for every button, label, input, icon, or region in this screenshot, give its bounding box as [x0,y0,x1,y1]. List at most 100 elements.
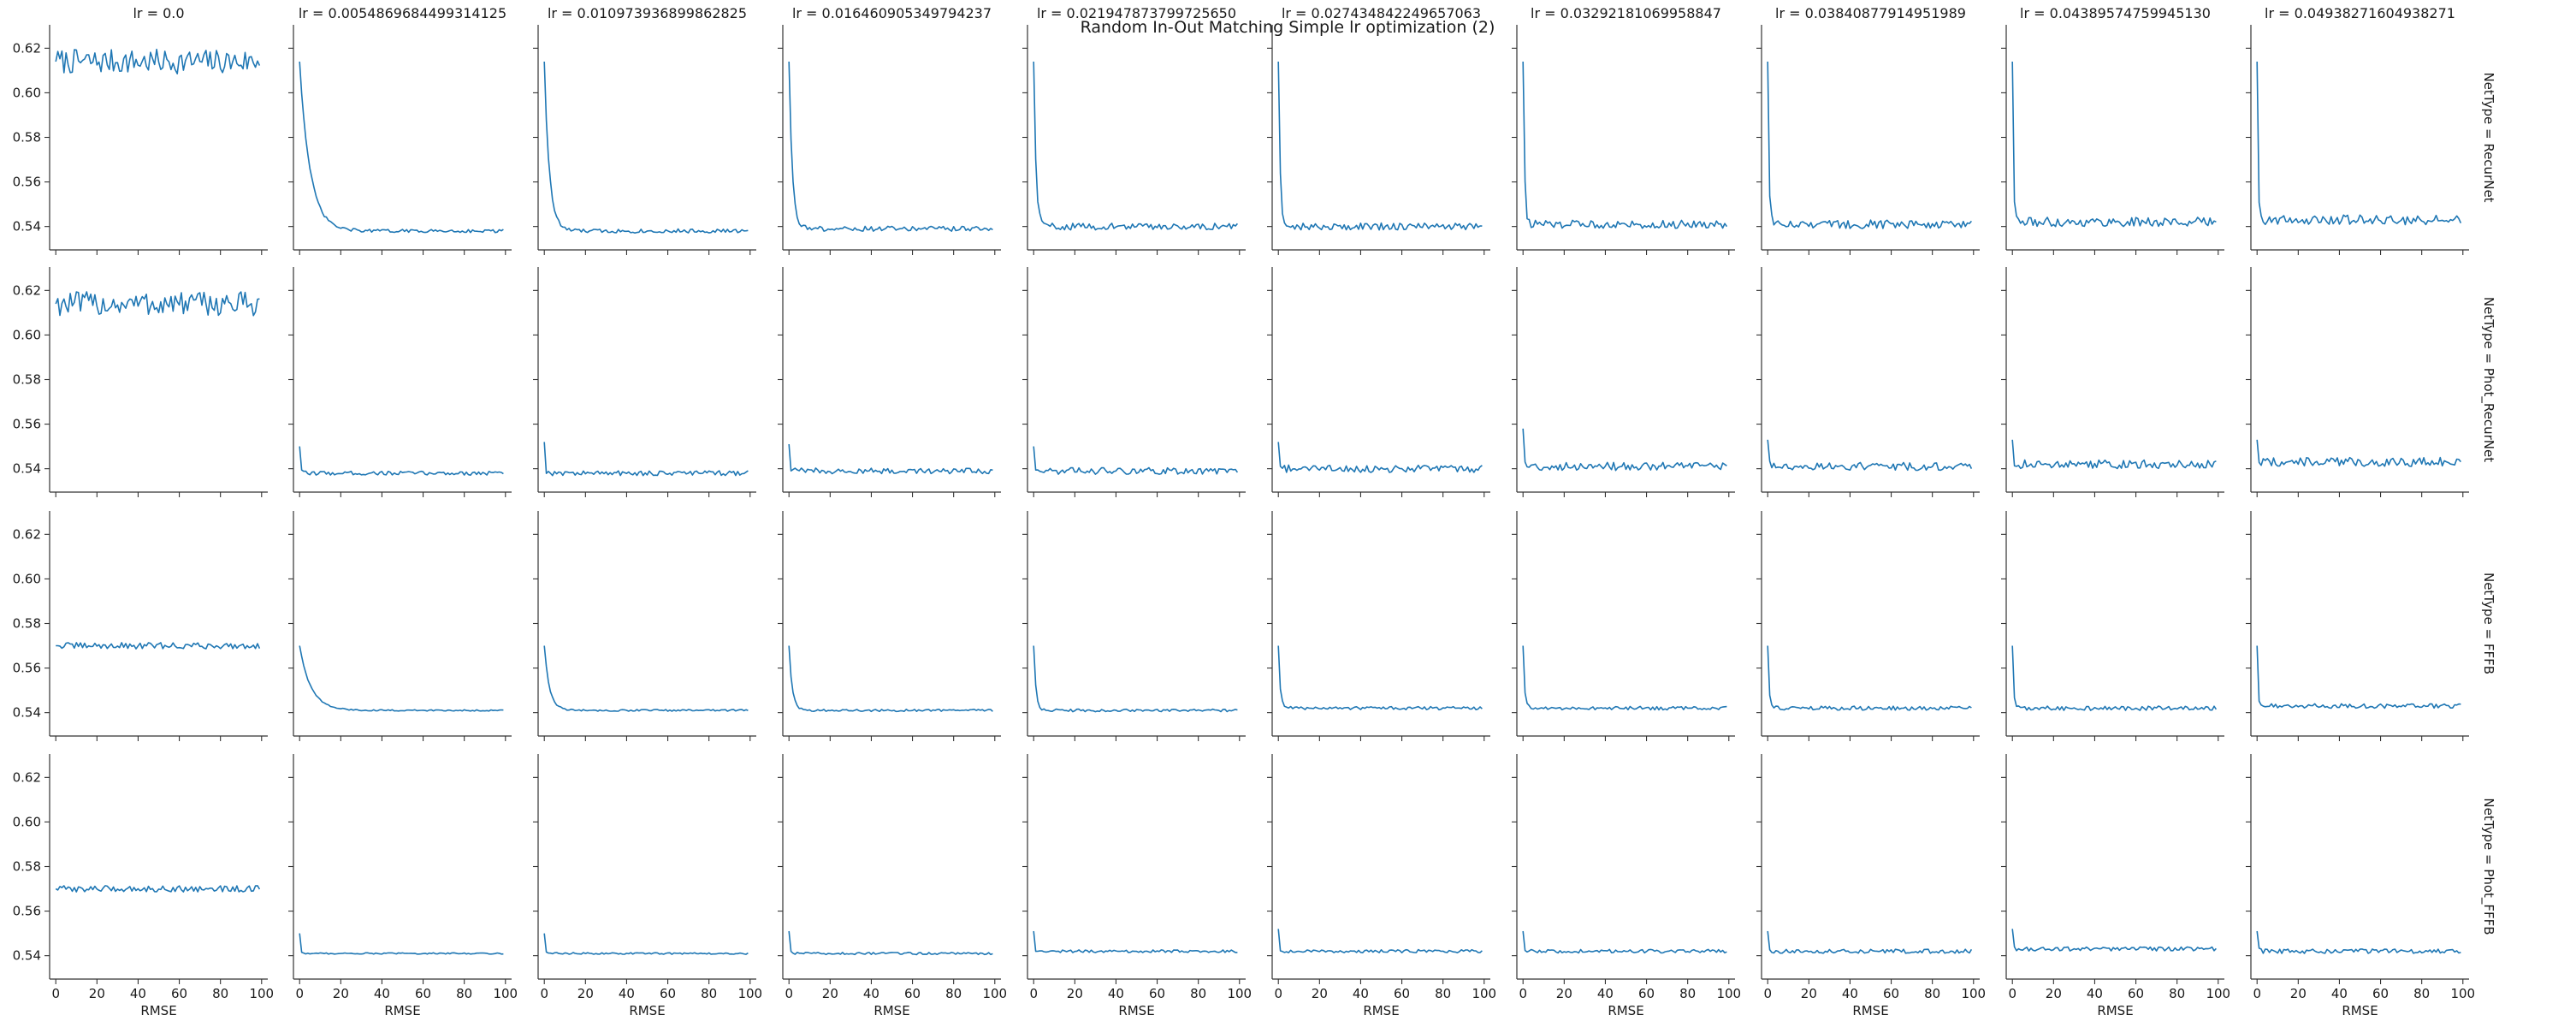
x-tick-label: 20 [1556,986,1572,1001]
series-line [788,443,993,475]
column-title: lr = 0.04389574759945130 [2020,5,2211,21]
column-title: lr = 0.027434842249657063 [1282,5,1481,21]
series-line [2011,61,2217,228]
panel-r1-c4 [1022,267,1246,497]
series-line [56,642,261,650]
x-tick-label: 80 [1924,986,1940,1001]
row-title: NetType = Phot_RecurNet [2480,297,2496,462]
x-tick-label: 80 [701,986,717,1001]
x-tick-label: 100 [1961,986,1986,1001]
x-tick-label: 20 [822,986,838,1001]
y-tick-label: 0.62 [13,769,41,785]
x-tick-label: 60 [1883,986,1899,1001]
y-tick-label: 0.58 [13,859,41,875]
series-line [299,61,504,234]
x-axis-label: RMSE [629,1003,665,1018]
series-line [1277,645,1483,711]
series-line [1767,645,1972,711]
panel-r0-c3: lr = 0.016460905349794237 [778,5,1001,255]
x-tick-label: 60 [415,986,431,1001]
panel-r3-c7: 0 20 40 60 80 100 RMSE [1756,754,1986,1018]
x-tick-label: 0 [785,986,793,1001]
y-tick-label: 0.60 [13,85,41,100]
x-tick-label: 100 [2206,986,2230,1001]
panel-r0-c1: lr = 0.005486968449931412​5 [288,5,512,255]
series-line [55,291,260,317]
x-tick-label: 20 [577,986,594,1001]
x-tick-label: 60 [660,986,676,1001]
series-line [1033,645,1238,713]
panel-r1-c6 [1512,267,1735,497]
series-line [1767,439,1973,472]
y-tick-label: 0.56 [13,417,41,432]
series-line [543,61,749,234]
x-axis-label: RMSE [2342,1003,2378,1018]
x-tick-label: 80 [456,986,472,1001]
x-tick-label: 60 [1394,986,1410,1001]
panel-r3-c3: 0 20 40 60 80 100 RMSE [778,754,1007,1018]
x-tick-label: 100 [2450,986,2475,1001]
x-axis-label: RMSE [384,1003,420,1018]
y-tick-label: 0.62 [13,282,41,298]
column-title: lr = 0.03840877914951989 [1775,5,1966,21]
series-line [1033,446,1239,475]
x-tick-label: 60 [1149,986,1165,1001]
panel-r2-c0: 0.54 0.56 0.58 0.60 0.62 [13,511,268,741]
x-tick-label: 80 [945,986,962,1001]
series-line [788,930,993,956]
panel-r0-c5: lr = 0.027434842249657063 [1267,5,1490,255]
panel-r0-c8: lr = 0.04389574759945130 [2001,5,2224,255]
x-tick-label: 40 [2087,986,2103,1001]
x-tick-label: 20 [1067,986,1083,1001]
x-tick-label: 100 [249,986,274,1001]
x-axis-label: RMSE [1118,1003,1154,1018]
x-tick-label: 80 [2169,986,2185,1001]
y-tick-label: 0.54 [13,461,41,477]
y-tick-label: 0.58 [13,372,41,388]
panel-r2-c1 [288,511,512,741]
series-line [2256,439,2462,467]
x-tick-label: 40 [1597,986,1614,1001]
panel-r3-c9: 0 20 40 60 80 100 RMSE NetType = Phot_FFFB [2246,754,2496,1018]
x-tick-label: 100 [1716,986,1741,1001]
column-title: lr = 0.010973936899862825 [548,5,747,21]
x-tick-label: 100 [982,986,1007,1001]
row-title: NetType = Phot_FFFB [2480,798,2496,935]
series-line [1277,442,1483,473]
column-title: lr = 0.0 [133,5,184,21]
x-tick-label: 40 [130,986,146,1001]
x-tick-label: 40 [1842,986,1858,1001]
panel-r3-c5: 0 20 40 60 80 100 RMSE [1267,754,1496,1018]
series-line [55,48,261,74]
x-axis-label: RMSE [2097,1003,2133,1018]
y-tick-label: 0.56 [13,661,41,676]
x-tick-label: 0 [1029,986,1038,1001]
x-tick-label: 40 [863,986,879,1001]
x-tick-label: 0 [540,986,548,1001]
y-tick-label: 0.62 [13,526,41,542]
x-axis-label: RMSE [873,1003,909,1018]
y-tick-label: 0.54 [13,705,41,721]
y-tick-label: 0.62 [13,40,41,56]
x-tick-label: 0 [1763,986,1772,1001]
x-tick-label: 100 [1472,986,1496,1001]
series-line [1522,930,1727,954]
panel-r2-c8 [2001,511,2224,741]
x-tick-label: 20 [333,986,349,1001]
series-line [2256,61,2462,226]
panel-r3-c6: 0 20 40 60 80 100 RMSE [1512,754,1741,1018]
x-axis-label: RMSE [140,1003,176,1018]
series-line [299,933,504,955]
x-tick-label: 0 [1519,986,1527,1001]
panel-r0-c6: lr = 0.03292181069958847 [1512,5,1735,255]
x-tick-label: 20 [89,986,105,1001]
x-tick-label: 40 [374,986,390,1001]
series-line [2256,930,2461,954]
panel-r1-c1 [288,267,512,497]
panel-r2-c5 [1267,511,1490,741]
series-line [788,61,993,232]
series-line [1522,645,1727,711]
panel-r1-c7 [1756,267,1980,497]
series-line [1767,61,1972,229]
column-title: lr = 0.016460905349794237 [792,5,992,21]
